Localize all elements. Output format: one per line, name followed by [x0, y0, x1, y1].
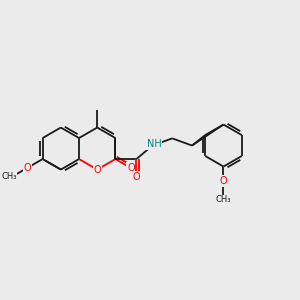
- Text: O: O: [23, 163, 31, 173]
- Text: CH₃: CH₃: [1, 172, 16, 182]
- Text: O: O: [93, 164, 101, 175]
- Text: CH₃: CH₃: [216, 195, 231, 204]
- Text: O: O: [127, 163, 135, 173]
- Text: O: O: [133, 172, 140, 182]
- Text: O: O: [220, 176, 227, 186]
- Text: NH: NH: [147, 139, 161, 149]
